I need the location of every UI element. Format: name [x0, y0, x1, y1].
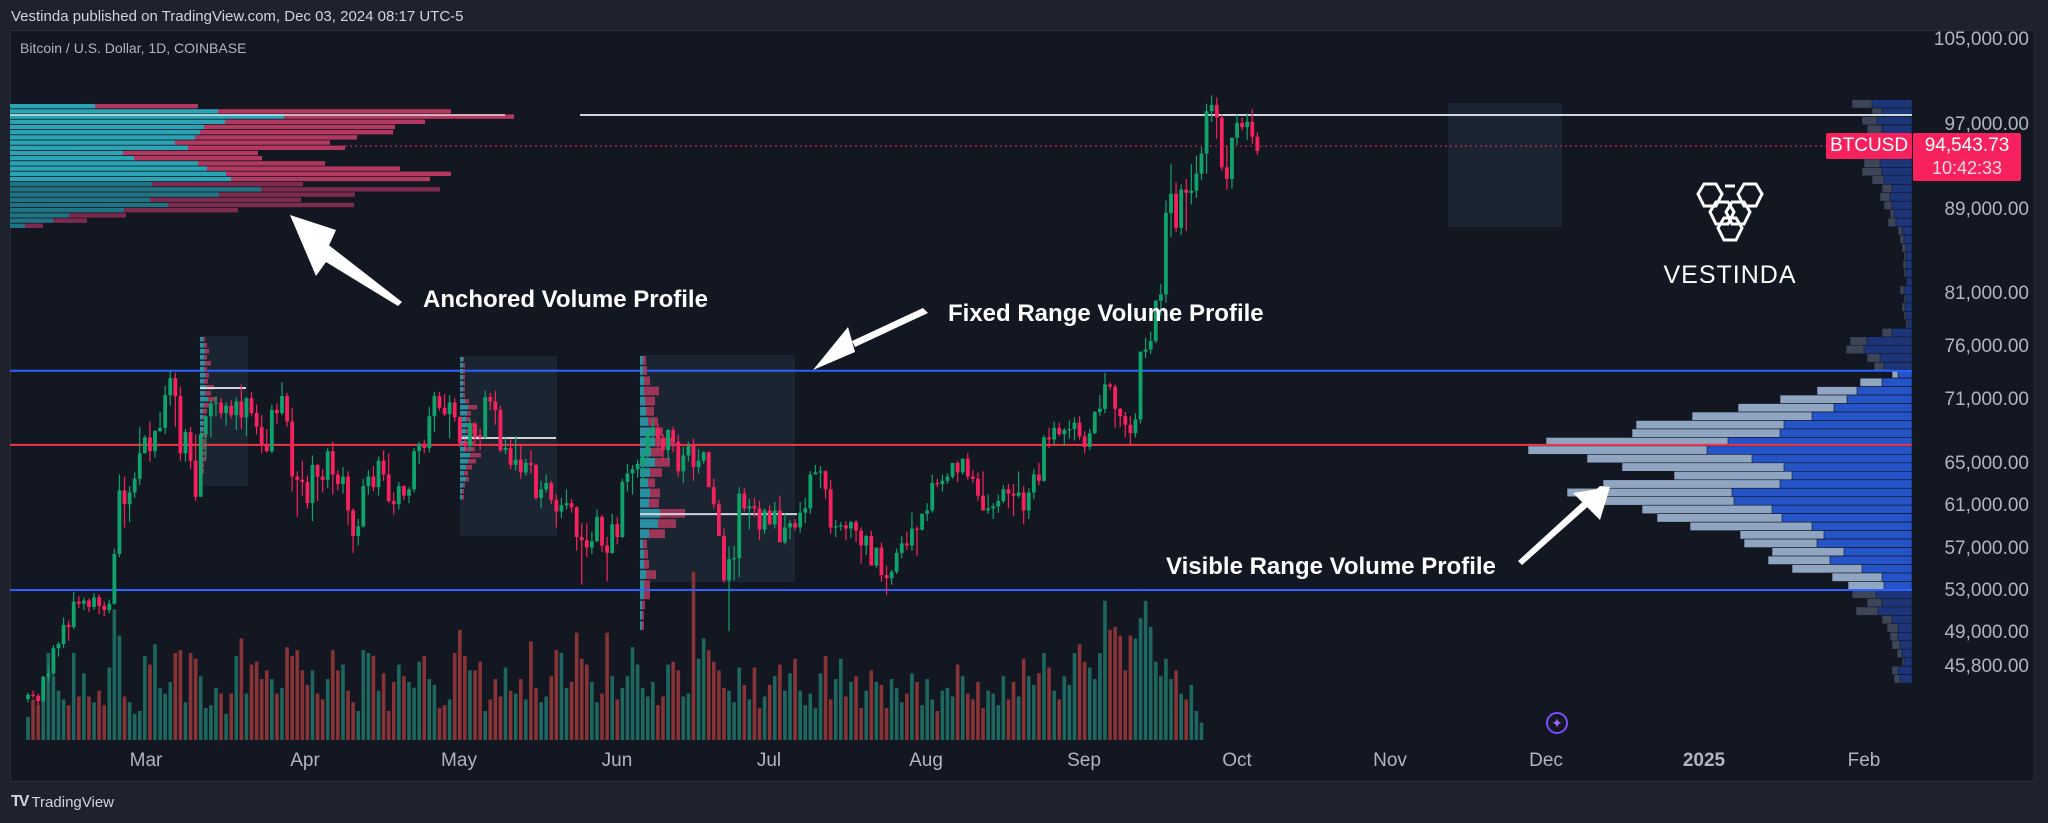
price-tick: 76,000.00 [1944, 336, 2029, 358]
time-tick: Oct [1222, 750, 1252, 771]
price-tick: 81,000.00 [1944, 283, 2029, 305]
fixed-range-boxes [200, 103, 1562, 582]
symbol-price-tag: BTCUSD [1826, 133, 1912, 159]
arrow-icon [852, 308, 928, 347]
panel-edge [2033, 30, 2044, 782]
annotation-visible: Visible Range Volume Profile [1166, 553, 1496, 580]
annotation-fixed: Fixed Range Volume Profile [948, 300, 1264, 327]
price-tick: 61,000.00 [1944, 495, 2029, 517]
visible-range-volume-profile [1527, 99, 1913, 684]
time-tick: Aug [909, 750, 943, 771]
price-tick: 49,000.00 [1944, 622, 2029, 644]
hexagon-logo-icon [1696, 182, 1764, 242]
time-tick: Sep [1067, 750, 1101, 771]
brand-name: VESTINDA [1663, 261, 1797, 289]
bar-countdown: 10:42:33 [1931, 158, 2003, 178]
price-tick: 89,000.00 [1944, 198, 2029, 220]
footer-branding[interactable]: TV TradingView [11, 793, 114, 811]
vestinda-logo: VESTINDA [1640, 180, 1820, 290]
time-tick: May [441, 750, 477, 771]
time-tick: Feb [1847, 750, 1881, 771]
time-tick: Jun [601, 750, 633, 771]
candlesticks [26, 95, 1260, 706]
annotation-arrows [290, 215, 1610, 565]
last-price-tag: 94,543.73 10:42:33 [1913, 133, 2021, 181]
time-tick: 2025 [1682, 750, 1726, 771]
time-tick: Dec [1529, 750, 1563, 771]
footer-label: TradingView [31, 793, 114, 811]
tradingview-logo-icon: TV [11, 793, 30, 810]
last-price: 94,543.73 [1924, 135, 2010, 156]
arrow-icon [290, 215, 336, 270]
time-tick: Mar [129, 750, 163, 771]
horizontal-levels[interactable] [10, 114, 1912, 591]
time-tick: Jul [756, 750, 782, 771]
time-tick: Apr [290, 750, 320, 771]
price-tick: 57,000.00 [1944, 537, 2029, 559]
symbol-title: Bitcoin / U.S. Dollar, 1D, COINBASE [20, 40, 247, 56]
price-tick: 97,000.00 [1944, 114, 2029, 135]
anchored-volume-profile [10, 104, 514, 228]
time-tick: Nov [1373, 750, 1407, 771]
price-tick: 105,000.00 [1933, 29, 2029, 51]
price-tick: 71,000.00 [1944, 389, 2029, 411]
price-tick: 53,000.00 [1944, 580, 2029, 601]
price-tick: 45,800.00 [1944, 656, 2029, 678]
annotation-anchored: Anchored Volume Profile [423, 286, 708, 313]
volume-bars [26, 571, 1204, 740]
arrow-icon [1573, 487, 1610, 520]
sparkle-icon[interactable]: ✦ [1546, 712, 1568, 734]
publish-info: Vestinda published on TradingView.com, D… [11, 8, 464, 25]
arrow-icon [813, 327, 855, 370]
price-tick: 65,000.00 [1944, 452, 2029, 474]
chart-panel[interactable] [10, 30, 2044, 782]
